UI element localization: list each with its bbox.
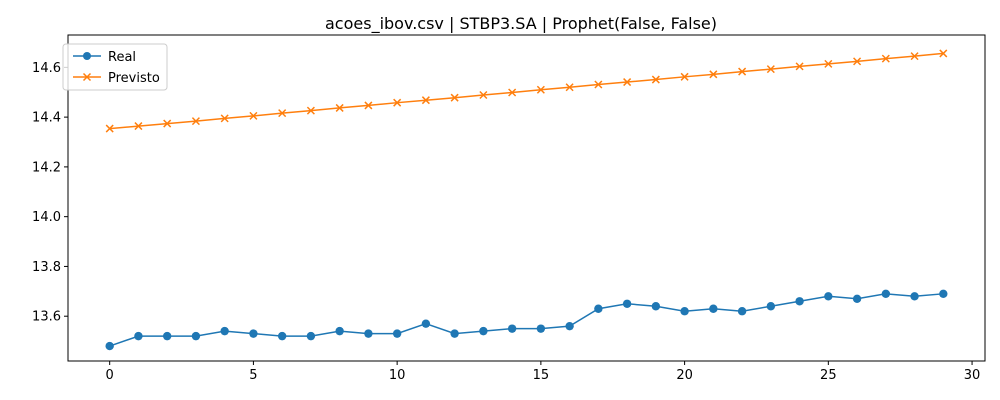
legend: Real Previsto <box>62 43 168 91</box>
series-layer <box>105 49 948 351</box>
y-tick-label: 13.8 <box>32 260 61 275</box>
data-point-previsto <box>881 54 890 63</box>
legend-real-marker <box>83 52 91 60</box>
legend-previsto-marker <box>82 72 92 82</box>
data-point-previsto <box>335 103 344 112</box>
data-point-previsto <box>278 109 287 118</box>
x-tick-label: 20 <box>676 368 693 383</box>
x-axis: 0 5 10 15 20 25 30 <box>106 361 981 383</box>
x-tick-label: 30 <box>964 368 981 383</box>
data-point-real <box>594 304 603 313</box>
y-tick-label: 14.2 <box>32 160 61 175</box>
data-point-previsto <box>536 85 545 94</box>
series-real <box>105 289 948 351</box>
data-point-real <box>766 302 776 311</box>
x-tick-label: 25 <box>820 368 837 383</box>
data-point-previsto <box>421 96 430 105</box>
data-point-previsto <box>364 101 373 110</box>
data-point-real <box>795 297 804 306</box>
data-point-previsto <box>479 90 488 100</box>
legend-previsto-label: Previsto <box>108 71 160 86</box>
data-point-real <box>249 329 258 338</box>
data-point-real <box>364 329 373 338</box>
y-axis: 13.6 13.8 14.0 14.2 14.4 14.6 <box>32 61 68 325</box>
data-point-previsto <box>565 83 574 92</box>
data-point-previsto <box>393 98 402 107</box>
data-point-previsto <box>766 65 775 74</box>
data-point-real <box>709 304 718 313</box>
data-point-real <box>737 307 747 316</box>
data-point-previsto <box>594 80 603 89</box>
data-point-real <box>824 292 833 301</box>
series-line-previsto <box>109 52 944 130</box>
series-previsto <box>105 49 948 133</box>
data-point-previsto <box>220 114 229 123</box>
y-tick-label: 14.6 <box>32 61 61 76</box>
data-point-real <box>910 292 919 301</box>
data-point-previsto <box>795 62 804 71</box>
data-point-real <box>306 331 316 341</box>
plot-frame <box>67 34 986 362</box>
data-point-previsto <box>651 75 660 84</box>
data-point-real <box>392 329 402 338</box>
data-point-real <box>479 326 488 336</box>
data-point-real <box>565 321 574 331</box>
data-point-previsto <box>623 78 632 87</box>
y-tick-label: 14.0 <box>32 210 61 225</box>
data-point-previsto <box>450 93 459 102</box>
data-point-previsto <box>134 122 143 131</box>
data-point-real <box>220 326 229 336</box>
x-tick-label: 5 <box>249 368 257 383</box>
data-point-previsto <box>105 124 114 133</box>
data-point-real <box>852 294 862 303</box>
data-point-previsto <box>709 70 718 79</box>
data-point-real <box>536 324 546 333</box>
data-point-real <box>881 289 891 299</box>
chart-title: acoes_ibov.csv | STBP3.SA | Prophet(Fals… <box>325 14 717 34</box>
y-tick-label: 13.6 <box>32 310 61 325</box>
data-point-real <box>162 331 172 341</box>
data-point-real <box>680 307 689 316</box>
data-point-real <box>335 326 344 336</box>
data-point-previsto <box>680 72 689 81</box>
x-tick-label: 0 <box>106 368 114 383</box>
data-point-real <box>105 341 114 351</box>
data-point-previsto <box>306 106 315 115</box>
x-tick-label: 15 <box>533 368 550 383</box>
data-point-real <box>191 331 201 341</box>
data-point-real <box>277 331 287 341</box>
data-point-real <box>939 289 948 299</box>
data-point-real <box>450 329 459 338</box>
data-point-previsto <box>824 59 833 68</box>
series-line-real <box>109 293 944 347</box>
data-point-real <box>134 331 143 341</box>
data-point-previsto <box>191 117 200 126</box>
data-point-real <box>507 324 517 333</box>
data-point-previsto <box>249 111 258 120</box>
data-point-previsto <box>853 57 862 66</box>
data-point-real <box>622 299 632 308</box>
x-tick-label: 10 <box>389 368 406 383</box>
data-point-previsto <box>910 52 919 61</box>
y-tick-label: 14.4 <box>32 111 61 126</box>
data-point-previsto <box>508 88 517 97</box>
legend-real-label: Real <box>108 50 136 65</box>
data-point-previsto <box>939 49 948 58</box>
data-point-real <box>421 319 431 328</box>
data-point-previsto <box>738 67 747 76</box>
data-point-real <box>651 302 661 311</box>
data-point-previsto <box>163 119 172 128</box>
